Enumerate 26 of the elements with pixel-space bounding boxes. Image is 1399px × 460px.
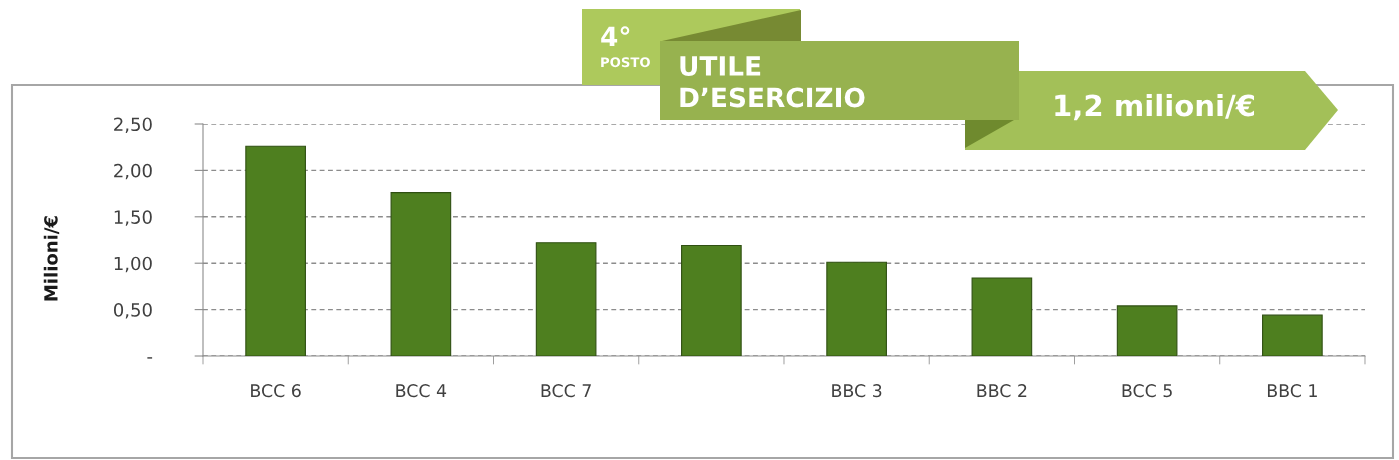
y-tick-label: 1,50 (114, 210, 152, 226)
y-tick-label: 2,00 (114, 163, 152, 180)
x-tick-label: BCC 7 (541, 384, 591, 398)
bar (826, 261, 887, 356)
y-axis-title: Milioni/€ (43, 216, 60, 301)
text: POSTO (601, 57, 650, 68)
x-tick-label: BCC 6 (251, 384, 301, 398)
y-tick-label: - (147, 357, 153, 359)
x-tick-label: BBC 1 (1267, 384, 1317, 398)
text: 1,2 milioni/€ (1055, 93, 1255, 121)
bar (1262, 314, 1323, 356)
bar (535, 242, 597, 356)
x-tick-label: BCC 4 (396, 384, 447, 398)
bar (681, 245, 742, 356)
x-tick-label: BBC 3 (832, 384, 882, 398)
text: UTILE D’ESERCIZIO (680, 56, 865, 108)
bar (390, 192, 452, 356)
text: 4° (601, 26, 630, 46)
x-tick-label: BBC 2 (977, 384, 1027, 398)
bar (245, 145, 306, 356)
y-tick-label: 1,00 (114, 256, 152, 273)
bar (1116, 305, 1178, 356)
x-tick-label: BCC 5 (1122, 384, 1172, 398)
y-tick-label: 0,50 (113, 303, 152, 319)
bar (971, 277, 1033, 356)
y-tick-label: 2,50 (114, 117, 152, 133)
